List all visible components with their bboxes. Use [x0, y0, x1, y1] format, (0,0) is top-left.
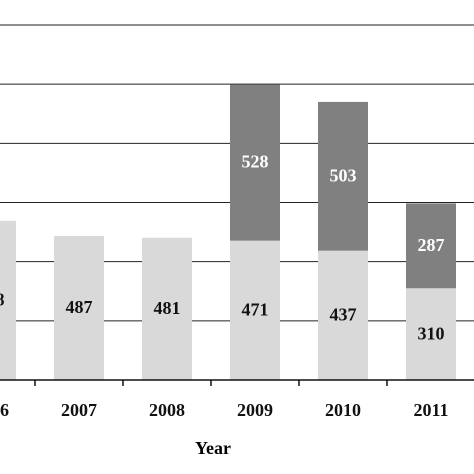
data-label: 528: [242, 152, 269, 172]
bar-segment: [406, 288, 456, 380]
data-label: 310: [418, 323, 445, 343]
bar-segment: [230, 240, 280, 380]
x-tick-label: 2011: [413, 400, 448, 420]
bar-segment: [318, 101, 368, 251]
data-label: 503: [330, 165, 357, 185]
data-label: 471: [242, 299, 269, 319]
x-tick-label: 2007: [61, 400, 97, 420]
bar-segment: [406, 203, 456, 289]
bar-segment: [230, 84, 280, 241]
data-label: 437: [330, 304, 357, 324]
bar-segment: [54, 235, 104, 380]
data-label: 538: [0, 290, 5, 310]
x-axis-label: Year: [195, 438, 231, 458]
data-label: 287: [418, 235, 445, 255]
x-tick-label: 2009: [237, 400, 273, 420]
data-label: 487: [66, 297, 93, 317]
x-tick-label: 2006: [0, 400, 9, 420]
bar-segment: [318, 250, 368, 380]
bar-segment: [142, 237, 192, 380]
data-label: 481: [154, 298, 181, 318]
x-tick-label: 2010: [325, 400, 361, 420]
x-tick-label: 2008: [149, 400, 185, 420]
bar-segment: [0, 220, 16, 380]
